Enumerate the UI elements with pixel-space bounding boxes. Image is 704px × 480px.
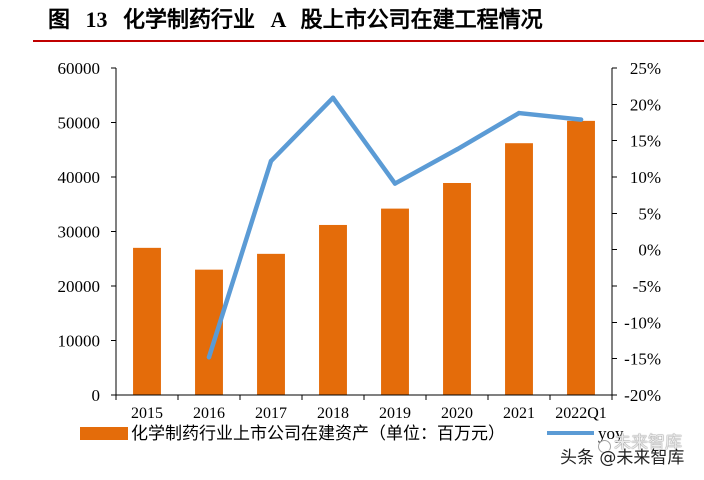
- bar-2018: [319, 224, 347, 395]
- title-rule: [33, 40, 704, 42]
- right-axis-tick-label: -20%: [624, 386, 661, 405]
- yoy-point-2022Q1: [578, 117, 584, 122]
- x-axis-tick-label: 2019: [379, 405, 411, 422]
- legend-item-line: yoy: [547, 424, 624, 443]
- yoy-point-2016: [206, 355, 212, 360]
- legend-bar-label: 化学制药行业上市公司在建资产（单位：百万元）: [131, 424, 505, 443]
- watermark-text: 头条 @未来智库: [560, 448, 685, 468]
- right-axis-tick-label: 25%: [630, 59, 661, 78]
- bar-series: [133, 120, 595, 396]
- bar-2020: [443, 182, 471, 395]
- x-axis-tick-label: 2018: [317, 405, 349, 422]
- yoy-point-2019: [392, 181, 398, 186]
- legend-bar-swatch: [80, 427, 128, 440]
- right-axis-tick-label: 20%: [630, 95, 661, 114]
- legend-item-bar: 化学制药行业上市公司在建资产（单位：百万元）: [80, 424, 505, 443]
- right-axis-tick-label: -10%: [624, 313, 661, 332]
- x-axis-tick-label: 2022Q1: [555, 405, 607, 422]
- yoy-point-2017: [268, 158, 274, 164]
- axes: 0 10000 20000 30000 40000 50000 60000 -20% -15% -…: [58, 59, 662, 422]
- left-axis-tick-label: 20000: [58, 277, 101, 296]
- bar-2022Q1: [567, 120, 595, 396]
- legend-line-label: yoy: [598, 424, 624, 443]
- x-axis-tick-label: 2021: [503, 405, 535, 422]
- bar-2015: [133, 247, 161, 395]
- right-axis-tick-label: 10%: [630, 168, 661, 187]
- right-axis-tick-label: 15%: [630, 132, 661, 151]
- figure-title: 图 13 化学制药行业 A 股上市公司在建工程情况: [48, 7, 543, 32]
- bar-2019: [381, 208, 409, 395]
- watermark-logo-icon: [598, 440, 611, 453]
- yoy-point-2020: [454, 147, 460, 152]
- x-axis-tick-label: 2016: [193, 405, 225, 422]
- x-axis-tick-label: 2017: [255, 405, 287, 422]
- right-axis-tick-label: -15%: [624, 350, 661, 369]
- yoy-point-2021: [516, 110, 522, 116]
- right-axis-tick-label: 0%: [638, 241, 661, 260]
- left-axis-tick-label: 10000: [58, 332, 101, 351]
- bar-2017: [257, 253, 285, 395]
- left-axis-tick-label: 0: [92, 386, 101, 405]
- legend: 化学制药行业上市公司在建资产（单位：百万元） yoy: [80, 424, 624, 443]
- x-axis-tick-label: 2015: [131, 405, 163, 422]
- yoy-series: [206, 95, 584, 360]
- right-axis-tick-label: 5%: [638, 204, 661, 223]
- left-axis-tick-label: 60000: [58, 59, 101, 78]
- left-axis-tick-label: 30000: [58, 223, 101, 242]
- yoy-point-2018: [330, 95, 336, 100]
- left-axis-tick-label: 50000: [58, 114, 101, 133]
- x-axis-tick-label: 2020: [441, 405, 473, 422]
- watermark-ghost-text: 未来智库: [614, 433, 682, 453]
- left-axis-tick-label: 40000: [58, 168, 101, 187]
- right-axis-tick-label: -5%: [633, 277, 661, 296]
- bar-2021: [505, 143, 533, 395]
